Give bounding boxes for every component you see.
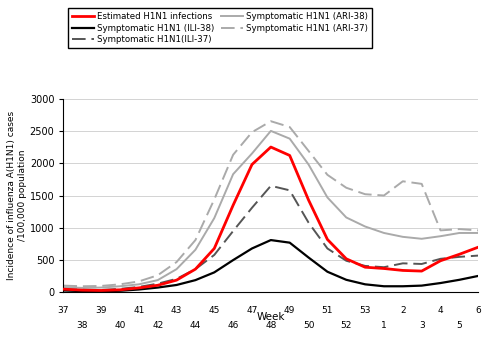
Text: 43: 43: [171, 306, 182, 315]
X-axis label: Week: Week: [257, 312, 285, 322]
Text: 48: 48: [265, 322, 277, 330]
Text: 2: 2: [400, 306, 406, 315]
Text: 46: 46: [227, 322, 239, 330]
Text: 49: 49: [284, 306, 295, 315]
Text: 47: 47: [246, 306, 258, 315]
Text: 3: 3: [419, 322, 425, 330]
Text: 6: 6: [475, 306, 481, 315]
Text: 39: 39: [95, 306, 107, 315]
Text: 51: 51: [322, 306, 333, 315]
Text: 45: 45: [208, 306, 220, 315]
Y-axis label: Incidence of influenza A(H1N1) cases
/100,000 population: Incidence of influenza A(H1N1) cases /10…: [7, 111, 27, 280]
Text: 5: 5: [456, 322, 462, 330]
Text: 1: 1: [381, 322, 387, 330]
Text: 44: 44: [190, 322, 201, 330]
Legend: Estimated H1N1 infections, Symptomatic H1N1 (ILI-38), Symptomatic H1N1(ILI-37), : Estimated H1N1 infections, Symptomatic H…: [68, 8, 372, 49]
Text: 52: 52: [341, 322, 352, 330]
Text: 53: 53: [359, 306, 371, 315]
Text: 4: 4: [438, 306, 443, 315]
Text: 50: 50: [303, 322, 314, 330]
Text: 37: 37: [58, 306, 69, 315]
Text: 38: 38: [77, 322, 88, 330]
Text: 42: 42: [152, 322, 163, 330]
Text: 41: 41: [133, 306, 144, 315]
Text: 40: 40: [114, 322, 126, 330]
